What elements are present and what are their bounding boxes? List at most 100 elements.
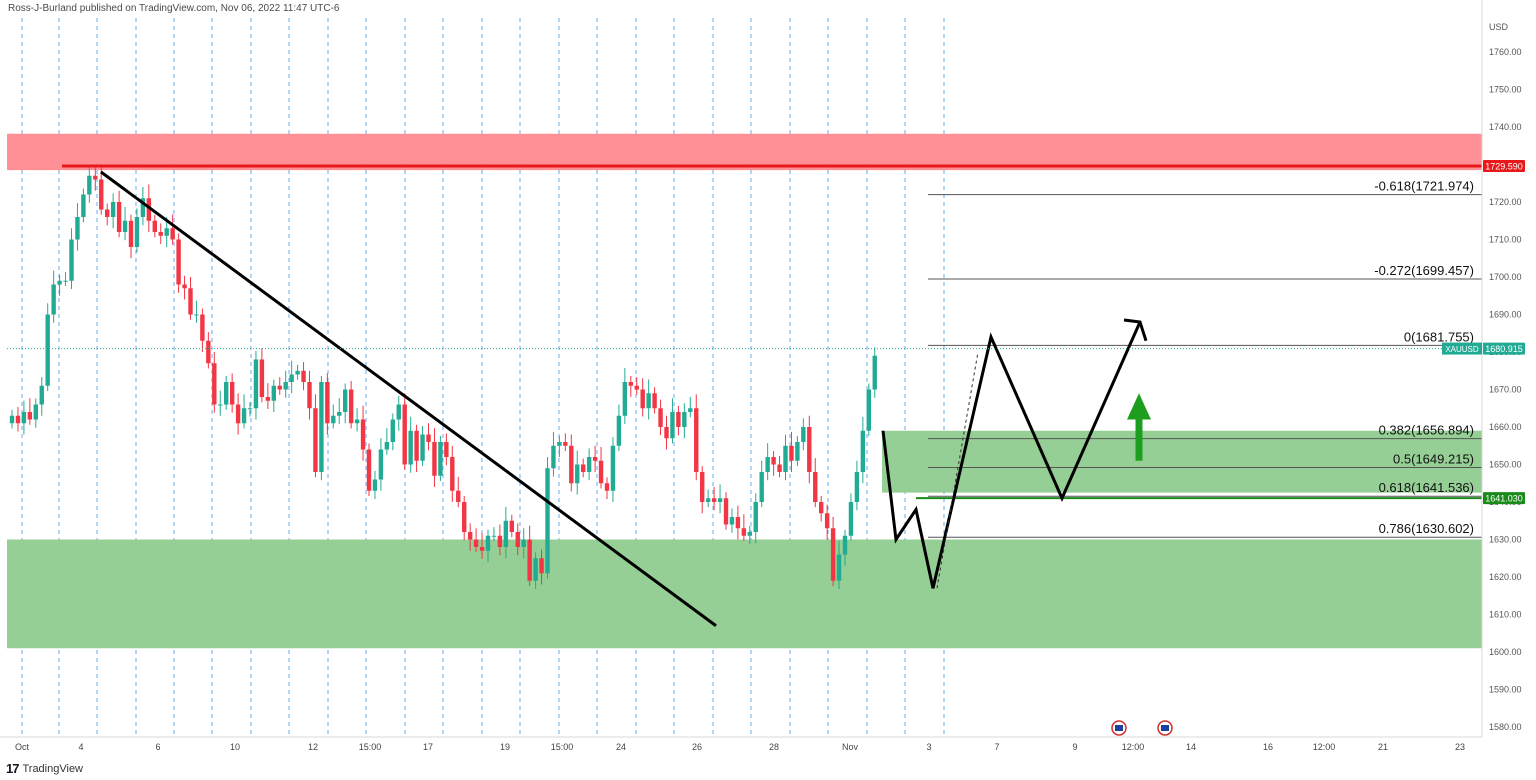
- candle-body: [527, 539, 532, 581]
- candle-body: [81, 194, 86, 217]
- lower-support-zone: [7, 539, 1482, 649]
- candle-body: [57, 280, 62, 285]
- candle-body: [557, 442, 562, 446]
- candle-body: [241, 408, 247, 424]
- candle-body: [676, 412, 681, 427]
- price-tick-label: 1630.00: [1489, 535, 1522, 545]
- price-tick-label: 1700.00: [1489, 272, 1522, 282]
- candle-body: [271, 385, 276, 401]
- candle-body: [717, 498, 723, 502]
- candle-body: [229, 382, 235, 405]
- candle-body: [450, 457, 455, 491]
- candle-body: [110, 202, 116, 217]
- time-tick-label: 21: [1378, 742, 1388, 752]
- candle-body: [75, 217, 80, 240]
- price-tick-label: 1720.00: [1489, 197, 1522, 207]
- candle-body: [664, 427, 669, 439]
- candle-body: [247, 408, 253, 410]
- candle-body: [771, 457, 776, 465]
- candle-body: [414, 430, 419, 461]
- footer: 17 TradingView: [6, 761, 83, 776]
- price-tick-label: 1580.00: [1489, 722, 1522, 732]
- price-tick-label: 1600.00: [1489, 647, 1522, 657]
- candle-body: [723, 498, 729, 525]
- time-tick-label: 3: [926, 742, 931, 752]
- candle-body: [795, 442, 800, 461]
- candle-body: [682, 412, 687, 427]
- symbol-badge: [1442, 342, 1482, 355]
- resistance-zone: [7, 133, 1482, 171]
- candle-body: [860, 430, 866, 472]
- candle-body: [360, 419, 366, 450]
- candle-body: [307, 382, 312, 409]
- candle-body: [872, 355, 877, 390]
- candle-body: [533, 558, 538, 581]
- time-tick-label: 28: [769, 742, 779, 752]
- time-tick-label: 16: [1263, 742, 1273, 752]
- price-badges: 1729.590 1680.915 1641.030 XAUUSD: [1442, 160, 1525, 505]
- price-axis: USD 1580.00 1590.00 1600.00 1610.00 1620.00 16…: [1481, 0, 1522, 737]
- fib-level-label: -0.618(1721.974): [1374, 179, 1474, 194]
- candle-body: [813, 472, 818, 502]
- candle-body: [384, 442, 390, 450]
- candle-body: [176, 239, 181, 285]
- candle-body: [485, 535, 491, 551]
- fib-level-label: 0.786(1630.602): [1379, 521, 1474, 536]
- price-tick-label: 1610.00: [1489, 610, 1522, 620]
- candle-body: [212, 363, 217, 405]
- candle-body: [705, 498, 711, 502]
- candle-body: [842, 535, 848, 555]
- time-tick-label: 15:00: [551, 742, 574, 752]
- candle-body: [152, 220, 157, 232]
- candle-body: [569, 445, 574, 484]
- candle-body: [265, 397, 271, 401]
- price-tick-label: 1590.00: [1489, 685, 1522, 695]
- price-tick-label: 1660.00: [1489, 422, 1522, 432]
- price-tick-label: 1670.00: [1489, 385, 1522, 395]
- candle-body: [503, 520, 509, 547]
- candle-body: [170, 228, 175, 240]
- us-flag-icon: [1115, 725, 1123, 731]
- candle-body: [200, 314, 205, 341]
- candle-body: [33, 404, 38, 420]
- candle-body: [218, 404, 223, 406]
- candle-body: [753, 502, 758, 532]
- time-tick-label: Oct: [15, 742, 30, 752]
- path-arrowhead: [1123, 318, 1148, 342]
- candle-body: [301, 370, 306, 382]
- candle-body: [694, 408, 699, 472]
- candle-body: [372, 479, 378, 491]
- candle-body: [830, 528, 836, 581]
- candle-body: [194, 314, 199, 316]
- candle-body: [15, 415, 21, 424]
- fib-level-label: 0.382(1656.894): [1379, 423, 1474, 438]
- candle-body: [128, 220, 134, 247]
- candle-body: [253, 359, 259, 409]
- candle-body: [735, 517, 741, 529]
- fibonacci-levels: -0.618(1721.974) -0.272(1699.457) 0(1681.7…: [928, 179, 1482, 538]
- candle-body: [63, 280, 68, 282]
- candle-body: [426, 434, 431, 442]
- candle-body: [616, 415, 622, 446]
- time-tick-label: 10: [230, 742, 240, 752]
- candle-body: [610, 445, 616, 491]
- candle-body: [348, 389, 354, 424]
- time-tick-label: 17: [423, 742, 433, 752]
- candle-body: [438, 442, 443, 476]
- candle-body: [313, 408, 318, 472]
- candle-body: [497, 535, 503, 547]
- candle-body: [188, 288, 193, 315]
- time-tick-label: 23: [1455, 742, 1465, 752]
- candle-body: [670, 412, 675, 439]
- fib-level-label: -0.272(1699.457): [1374, 263, 1474, 278]
- candle-body: [628, 382, 633, 386]
- candle-body: [586, 457, 592, 472]
- candle-body: [9, 415, 15, 424]
- candle-body: [539, 558, 544, 574]
- candle-body: [783, 445, 788, 472]
- candle-body: [765, 457, 770, 472]
- candle-body: [158, 232, 163, 236]
- candle-body: [164, 228, 169, 236]
- candle-body: [456, 490, 461, 502]
